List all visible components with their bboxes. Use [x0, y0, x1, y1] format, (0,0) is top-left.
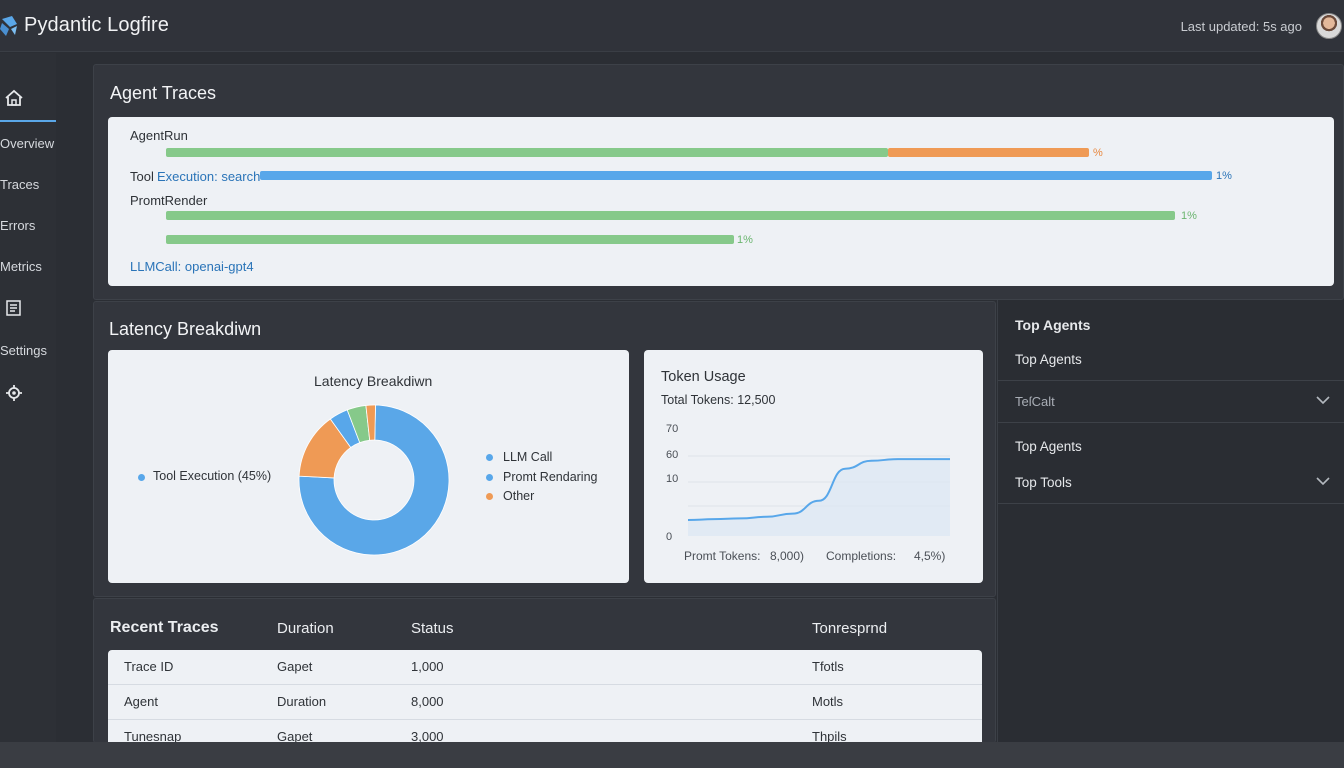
legend-tool-execution: Tool Execution (45%): [153, 469, 272, 483]
app-title: Pydantic Logfire: [24, 14, 170, 36]
agent-traces-panel: Agent Traces AgentRun % Tool Execution: …: [93, 64, 1344, 300]
prompt-tokens-label: Promt Tokens:: [684, 549, 761, 563]
table-cell: Duration: [277, 694, 327, 709]
token-usage-card: Token Usage Total Tokens: 12,500 70 60 10 0…: [644, 350, 983, 583]
trace-label-llm-call[interactable]: LLMCall: openai-gpt4: [130, 259, 254, 274]
top-agents-item[interactable]: Top Agents: [1015, 439, 1082, 454]
legend-dot-tool-execution: [138, 474, 145, 481]
token-usage-title: Token Usage: [661, 369, 746, 385]
legend-prompt-rendering: Promt Rendaring: [503, 470, 598, 484]
sidebar-item-overview[interactable]: Overview: [0, 136, 55, 151]
table-cell: Gapet: [277, 659, 313, 674]
latency-card: Latency Breakdiwn Tool Execution (45%) L…: [108, 350, 629, 583]
brand[interactable]: Pydantic Logfire: [0, 14, 169, 37]
y-tick-label: 60: [666, 449, 678, 461]
top-agents-heading: Top Agents: [1015, 317, 1091, 333]
legend-other: Other: [503, 489, 535, 503]
latency-donut-chart[interactable]: [298, 404, 450, 556]
bottom-bar: [0, 742, 1344, 768]
gear-icon[interactable]: [4, 383, 24, 403]
row-divider: [108, 719, 982, 720]
top-tools-item[interactable]: Top Tools: [1015, 475, 1072, 490]
trace-label-agent-run[interactable]: AgentRun: [130, 128, 188, 143]
avatar[interactable]: [1316, 13, 1342, 39]
right-sidebar: Top Agents Top Agents TeſCalt Top Agents…: [997, 300, 1344, 743]
sidebar-item-traces[interactable]: Traces: [0, 177, 40, 192]
total-tokens: Total Tokens: 12,500: [661, 393, 776, 407]
table-cell: Motls: [812, 694, 844, 709]
active-nav-indicator: [0, 120, 56, 122]
token-line[interactable]: [687, 458, 950, 521]
sidebar-item-settings[interactable]: Settings: [0, 343, 47, 358]
sidebar: Overview Traces Errors Metrics Settings: [0, 53, 56, 743]
column-header-status[interactable]: Status: [411, 620, 454, 637]
home-icon[interactable]: [4, 88, 24, 108]
table-cell: Trace ID: [124, 659, 174, 674]
trace-bar-tool-execution[interactable]: [260, 171, 1212, 180]
table-cell: 3,000: [411, 729, 444, 744]
divider: [998, 503, 1344, 504]
trace-bar-agent-run-overhead[interactable]: [888, 148, 1089, 157]
document-icon[interactable]: [4, 298, 24, 318]
chevron-down-icon[interactable]: [1316, 396, 1330, 405]
divider: [998, 380, 1344, 381]
top-agents-subheading[interactable]: Top Agents: [1015, 352, 1082, 367]
y-tick-label: 0: [666, 531, 672, 543]
y-tick-label: 10: [666, 473, 678, 485]
token-area: [688, 459, 950, 536]
sidebar-item-errors[interactable]: Errors: [0, 218, 36, 233]
table-cell: Tunesnap: [124, 729, 182, 744]
donut-slice-0[interactable]: [298, 404, 450, 556]
column-header-duration[interactable]: Duration: [277, 620, 334, 637]
trace-pct-prompt-render: 1%: [1181, 210, 1197, 222]
traces-card: AgentRun % Tool Execution: search 1% Pro…: [108, 117, 1334, 286]
table-cell: 8,000: [411, 694, 444, 709]
donut-slice-4[interactable]: [365, 404, 376, 441]
sidebar-item-metrics[interactable]: Metrics: [0, 259, 42, 274]
chevron-down-icon[interactable]: [1316, 477, 1330, 486]
trace-label-prompt-render[interactable]: PromtRender: [130, 193, 208, 208]
table-cell: Tfotls: [812, 659, 844, 674]
trace-bar-agent-run[interactable]: [166, 148, 888, 157]
trace-label-tool-prefix[interactable]: Tool: [130, 169, 154, 184]
y-tick-label: 70: [666, 423, 678, 435]
last-updated-text: Last updated: 5s ago: [1180, 19, 1302, 34]
prompt-tokens-value: 8,000): [770, 549, 805, 563]
latency-chart-title: Latency Breakdiwn: [314, 373, 433, 389]
legend-dot-llm-call: [486, 454, 493, 461]
legend-dot-other: [486, 493, 493, 500]
trace-label-tool-execution[interactable]: Execution: search: [157, 169, 261, 184]
table-cell: 1,000: [411, 659, 444, 674]
trace-bar-llm-call[interactable]: [166, 235, 734, 244]
recent-traces-table: Trace ID Gapet 1,000 Tfotls Agent Durati…: [108, 650, 982, 744]
legend-dot-prompt-rendering: [486, 474, 493, 481]
tool-call-dropdown[interactable]: TeſCalt: [1015, 394, 1055, 409]
trace-pct-llm-call: 1%: [737, 234, 753, 246]
completions-value: 4,5%): [914, 549, 946, 563]
table-cell: Thpils: [812, 729, 847, 744]
trace-pct-agent-run: %: [1093, 147, 1103, 159]
divider: [998, 422, 1344, 423]
trace-pct-tool-execution: 1%: [1216, 170, 1232, 182]
row-divider: [108, 684, 982, 685]
recent-traces-panel: Recent Traces Duration Status Tonresprnd…: [93, 598, 996, 744]
top-bar: Pydantic Logfire Last updated: 5s ago: [0, 0, 1344, 52]
column-header-timestamp[interactable]: Tonresprnd: [812, 620, 888, 637]
table-cell: Agent: [124, 694, 158, 709]
token-usage-line-chart[interactable]: 70 60 10 0: [658, 418, 958, 548]
recent-traces-title: Recent Traces: [110, 619, 219, 636]
legend-llm-call: LLM Call: [503, 450, 553, 464]
latency-panel-title: Latency Breakdiwn: [109, 319, 262, 339]
agent-traces-title: Agent Traces: [110, 83, 217, 103]
latency-panel: Latency Breakdiwn Latency Breakdiwn Tool…: [93, 301, 996, 597]
completions-label: Completions:: [826, 549, 897, 563]
table-cell: Gapet: [277, 729, 313, 744]
logfire-logo-icon: [0, 15, 17, 36]
trace-bar-prompt-render[interactable]: [166, 211, 1175, 220]
